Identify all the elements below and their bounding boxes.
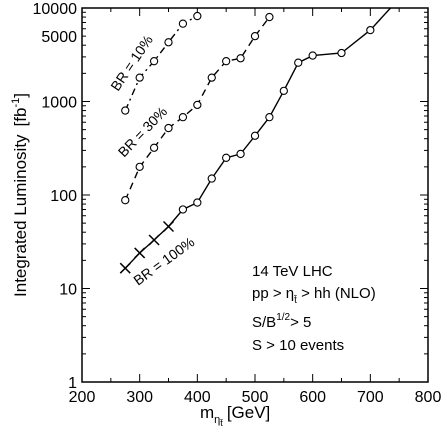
annotation-significance-a: S/B (252, 314, 276, 331)
x-tick-label: 200 (69, 389, 96, 406)
annotation-process: pp > ηt̄ > hh (NLO) (252, 285, 376, 306)
data-point (207, 73, 216, 82)
x-axis-title-sub: η (214, 414, 220, 426)
data-point (366, 25, 375, 35)
data-point (135, 162, 144, 172)
data-point (121, 196, 130, 205)
data-point (265, 12, 274, 22)
data-point (279, 86, 288, 95)
y-axis-title-unit-sup: -1 (10, 98, 22, 108)
data-point (265, 113, 274, 122)
series-labels: BR = 100%BR = 30%BR = 10% (107, 32, 197, 288)
data-point (178, 113, 188, 122)
annotation-process-sub: t̄ (293, 294, 297, 306)
series-label: BR = 100% (130, 234, 197, 289)
x-axis-title-unit: [GeV] (227, 403, 270, 422)
x-axis-title: mηt̄ [GeV] (200, 403, 270, 428)
annotation-events: S > 10 events (252, 337, 344, 354)
x-axis-title-subsub: t̄ (219, 418, 223, 428)
data-point (178, 205, 188, 214)
data-point (193, 100, 202, 110)
annotation-significance-b: > 5 (290, 314, 311, 331)
series-1 (119, 7, 392, 274)
y-tick-label: 1000 (41, 95, 77, 112)
annotation-significance-sup: 1/2 (276, 312, 290, 323)
y-axis-title-main: Integrated Luminosity (11, 134, 30, 297)
data-point-cross (119, 262, 131, 274)
data-point (308, 51, 317, 60)
series-3 (121, 11, 202, 115)
data-point (178, 19, 188, 28)
annotation-significance: S/B1/2> 5 (252, 312, 311, 331)
data-point (222, 57, 231, 66)
x-tick-label: 500 (242, 389, 269, 406)
annotation-process-a: pp > η (252, 285, 294, 302)
y-tick-label: 1 (68, 375, 77, 392)
data-point (250, 131, 260, 140)
y-tick-label: 5000 (41, 29, 77, 46)
x-tick-label: 400 (184, 389, 211, 406)
data-point-cross (148, 234, 160, 246)
x-axis-title-main: m (200, 403, 214, 422)
x-tick-label: 800 (415, 389, 442, 406)
y-axis-title: Integrated Luminosity [fb-1] (10, 93, 30, 297)
data-point (250, 31, 260, 41)
x-tick-label: 300 (126, 389, 153, 406)
series-layer (119, 7, 392, 274)
data-point (149, 57, 159, 66)
y-tick-label: 10 (59, 282, 77, 299)
series-label: BR = 10% (107, 32, 156, 94)
annotation-block: 14 TeV LHC pp > ηt̄ > hh (NLO) S/B1/2> 5… (252, 263, 376, 354)
data-point-cross (134, 247, 146, 259)
axis-tick-labels: 200 300 400 500 600 700 800 1 10 100 1000 5000 10000 (33, 1, 442, 406)
x-tick-label: 600 (299, 389, 326, 406)
y-tick-label: 10000 (33, 1, 78, 18)
data-point-cross (162, 221, 175, 233)
y-axis-title-unit-close: ] (11, 93, 30, 98)
data-point (164, 123, 173, 133)
series-2 (121, 12, 274, 205)
y-axis-title-unit-open: [fb (11, 108, 30, 127)
data-point (236, 149, 245, 159)
data-point (164, 38, 173, 47)
data-point (222, 153, 231, 162)
data-point (236, 54, 245, 63)
axis-ticks (81, 7, 429, 383)
data-point (207, 174, 216, 183)
data-point (121, 106, 130, 115)
data-point (294, 58, 303, 67)
data-point (149, 143, 159, 152)
x-tick-label: 700 (357, 389, 384, 406)
annotation-collider: 14 TeV LHC (252, 263, 333, 280)
data-point (135, 73, 144, 82)
data-point (337, 48, 346, 58)
data-point (193, 11, 202, 21)
annotation-process-b: > hh (NLO) (297, 285, 376, 302)
y-tick-label: 100 (50, 188, 77, 205)
data-point (193, 198, 202, 207)
